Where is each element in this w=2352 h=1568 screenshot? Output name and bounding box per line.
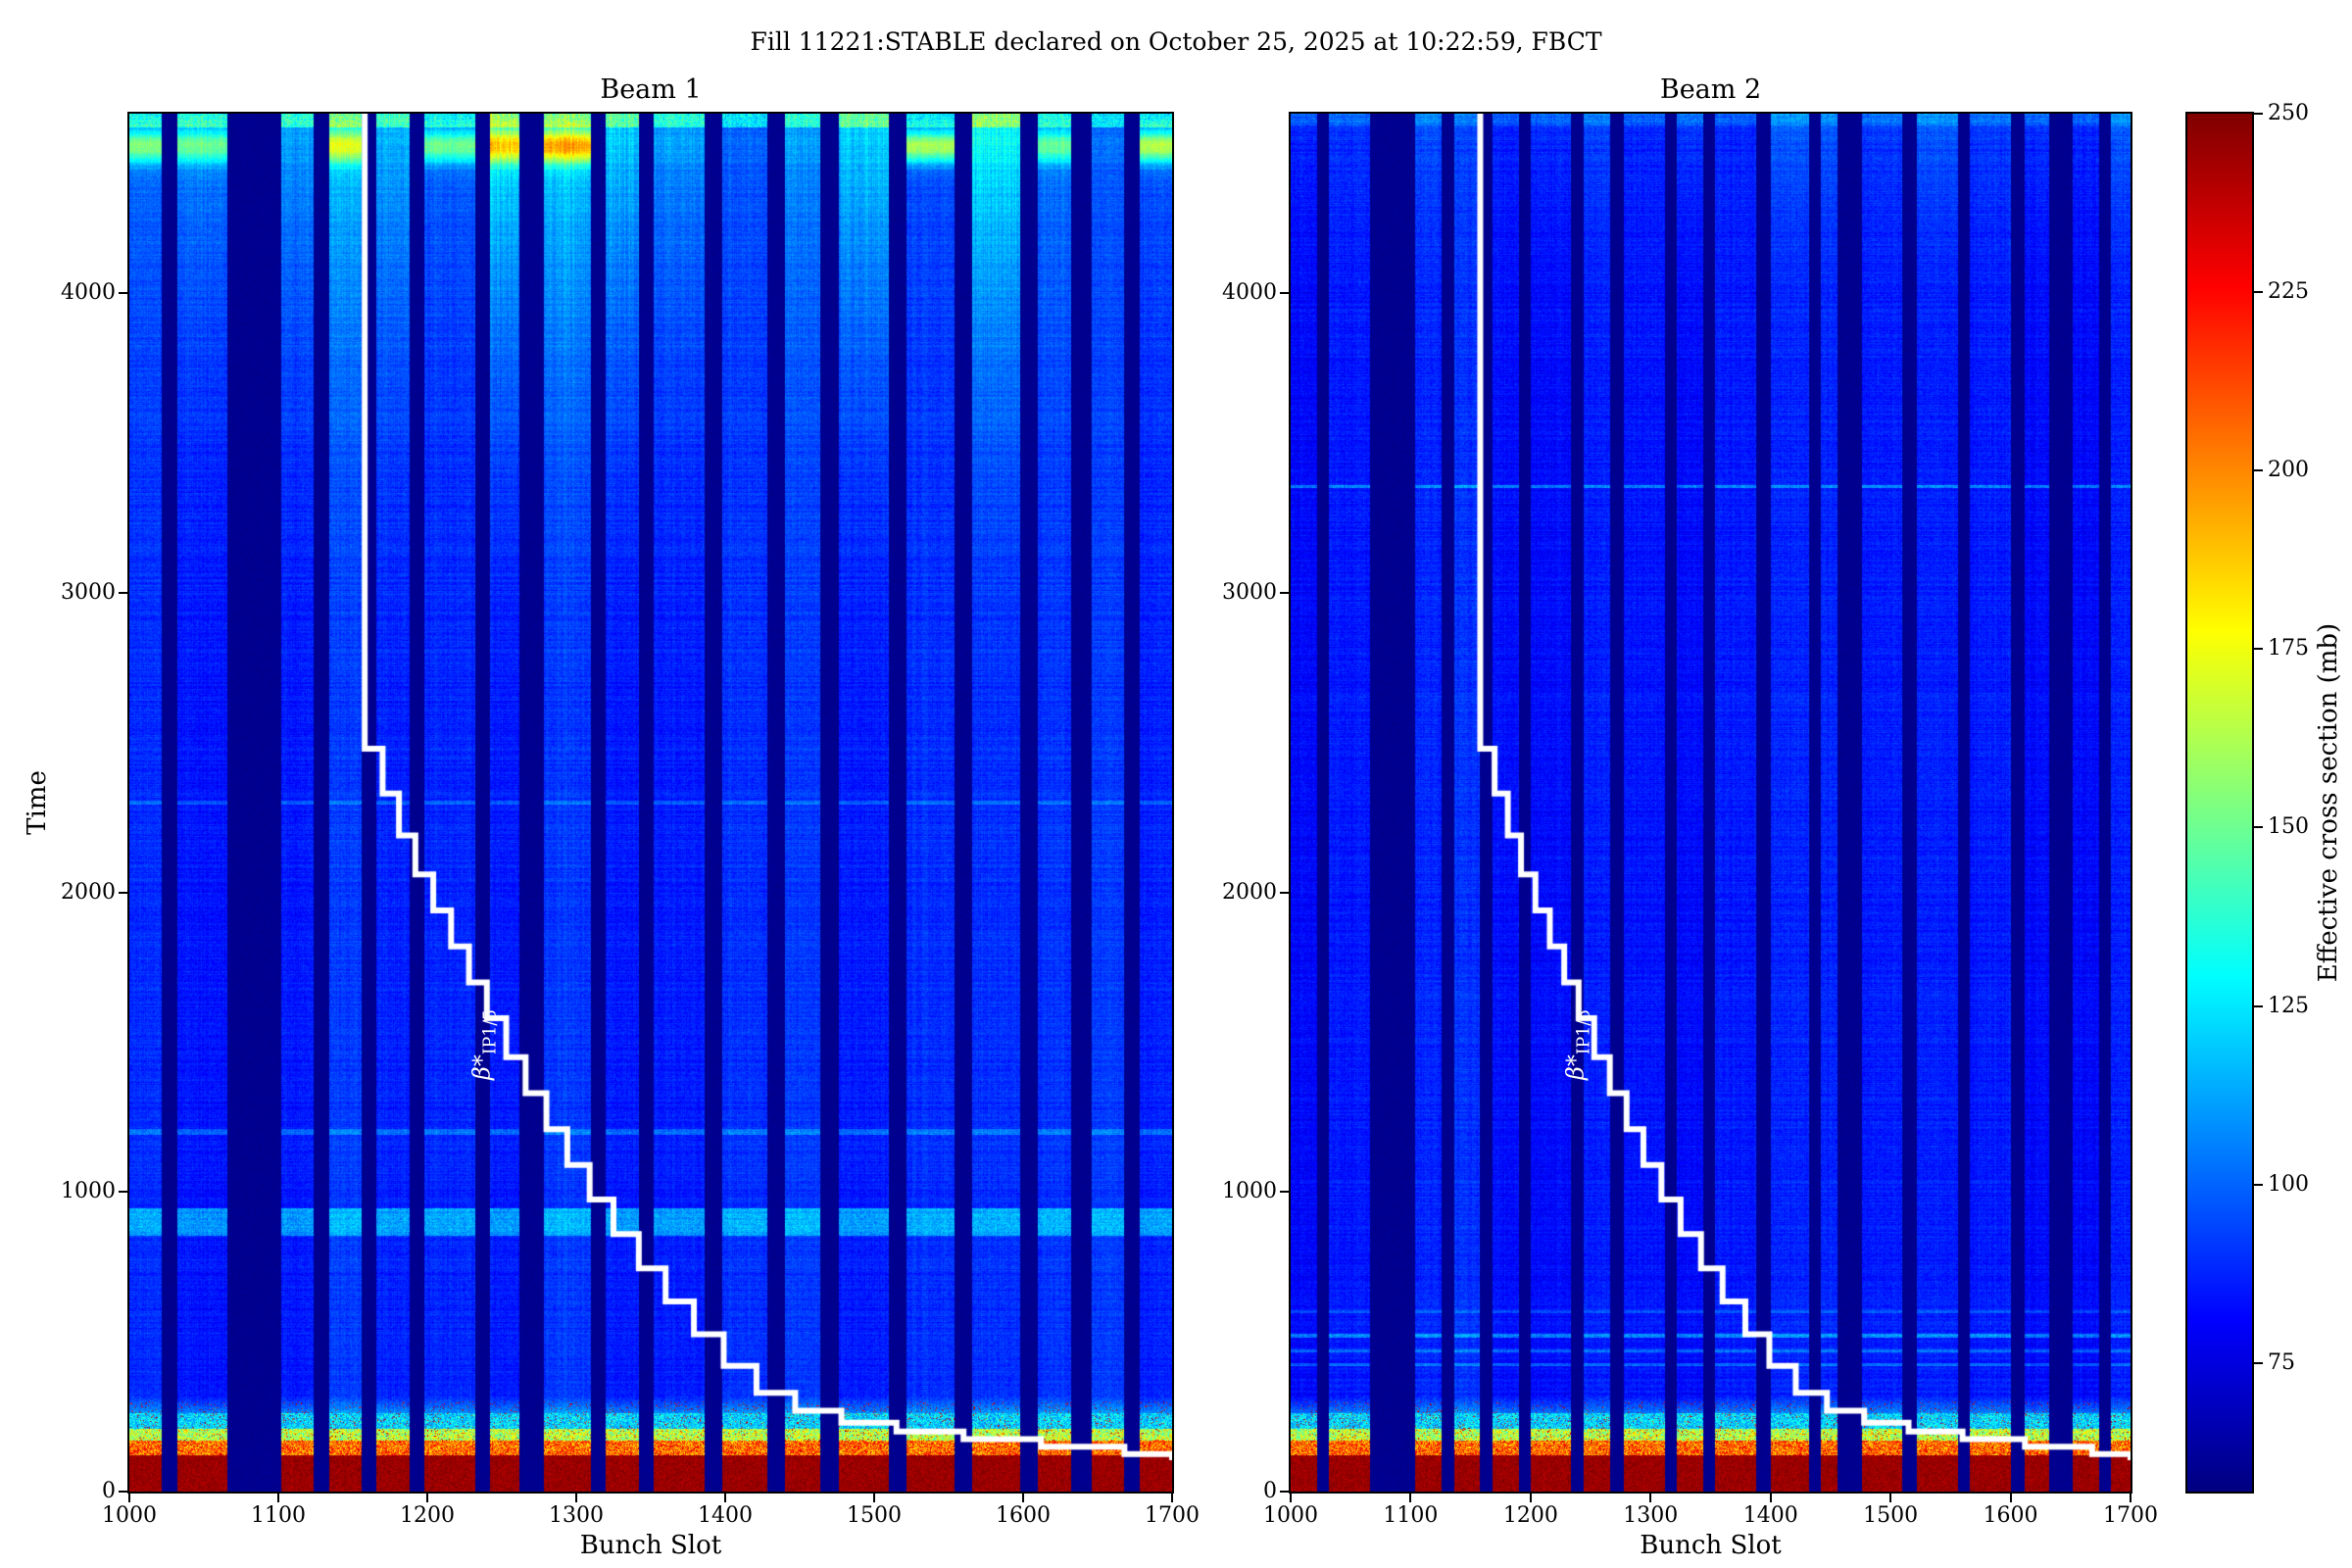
- beam2-x-tick-mark: [1769, 1494, 1772, 1502]
- figure-title: Fill 11221:STABLE declared on October 25…: [750, 27, 1602, 56]
- beam2-x-tick-mark: [1649, 1494, 1652, 1502]
- colorbar-tick-label: 250: [2268, 101, 2309, 125]
- beam1-x-tick-mark: [575, 1494, 577, 1502]
- beam2-y-tick-mark: [1280, 891, 1289, 894]
- beam1-x-tick-label: 1200: [400, 1503, 455, 1528]
- beam1-x-tick-mark: [1022, 1494, 1024, 1502]
- beam2-x-tick-label: 1200: [1502, 1503, 1558, 1528]
- beam1-heatmap-canvas: [129, 114, 1172, 1492]
- beam2-y-tick-label: 0: [1263, 1479, 1277, 1503]
- beam1-y-tick-label: 2000: [61, 879, 116, 905]
- colorbar-tick-label: 100: [2268, 1171, 2309, 1197]
- beam1-x-tick-label: 1400: [698, 1503, 753, 1528]
- beam2-x-tick-mark: [1529, 1494, 1532, 1502]
- beam2-heatmap-canvas: [1291, 114, 2131, 1492]
- beam1-x-tick-mark: [1171, 1494, 1173, 1502]
- colorbar-tick-mark: [2254, 648, 2263, 651]
- beam1-x-tick-label: 1600: [996, 1503, 1051, 1528]
- beam1-y-tick-mark: [119, 1491, 127, 1493]
- beam1-x-tick-label: 1000: [102, 1503, 157, 1528]
- beam1-x-tick-mark: [128, 1494, 130, 1502]
- beam2-x-tick-mark: [1409, 1494, 1412, 1502]
- beam2-x-tick-label: 1600: [1983, 1503, 2038, 1528]
- beta-star-symbol: β*: [467, 1054, 496, 1081]
- beam2-plot-area: β*IP1/5: [1289, 112, 2132, 1494]
- beam1-x-tick-label: 1700: [1145, 1503, 1200, 1528]
- beam1-y-tick-label: 0: [102, 1479, 116, 1503]
- beam2-x-tick-mark: [1889, 1494, 1892, 1502]
- beam2-x-tick-label: 1700: [2103, 1503, 2158, 1528]
- colorbar-tick-mark: [2254, 1183, 2263, 1186]
- beta-star-label-beam2: β*IP1/5: [1562, 1009, 1594, 1080]
- beam2-x-tick-label: 1400: [1742, 1503, 1798, 1528]
- beta-star-symbol: β*: [1561, 1054, 1590, 1081]
- beam1-y-tick-mark: [119, 292, 127, 295]
- beam1-x-tick-mark: [277, 1494, 279, 1502]
- beam2-y-tick-label: 4000: [1222, 280, 1277, 306]
- beam1-y-tick-mark: [119, 592, 127, 595]
- beam1-y-tick-mark: [119, 891, 127, 894]
- beam1-xaxis-label: Bunch Slot: [579, 1531, 722, 1560]
- beam2-x-tick-mark: [1290, 1494, 1292, 1502]
- beam1-y-tick-mark: [119, 1191, 127, 1194]
- colorbar-label: Effective cross section (mb): [2314, 622, 2343, 983]
- beam2-x-tick-label: 1300: [1623, 1503, 1679, 1528]
- beam1-y-tick-label: 1000: [61, 1179, 116, 1204]
- beam2-y-tick-mark: [1280, 1491, 1289, 1493]
- beam2-xaxis-label: Bunch Slot: [1640, 1531, 1782, 1560]
- colorbar-tick-label: 75: [2268, 1349, 2295, 1375]
- colorbar-tick-label: 225: [2268, 279, 2309, 305]
- beam1-x-tick-mark: [873, 1494, 875, 1502]
- colorbar-tick-mark: [2254, 291, 2263, 294]
- colorbar-tick-label: 200: [2268, 458, 2309, 483]
- colorbar-tick-label: 175: [2268, 636, 2309, 662]
- colorbar-gradient-canvas: [2187, 114, 2252, 1492]
- beam2-x-tick-label: 1500: [1863, 1503, 1919, 1528]
- colorbar-tick-mark: [2254, 469, 2263, 472]
- beam1-x-tick-label: 1100: [251, 1503, 306, 1528]
- colorbar-tick-mark: [2254, 826, 2263, 829]
- beta-star-subscript: IP1/5: [1574, 1008, 1594, 1055]
- beam2-y-tick-mark: [1280, 292, 1289, 295]
- beam2-x-tick-mark: [2009, 1494, 2012, 1502]
- beam2-y-tick-label: 3000: [1222, 580, 1277, 606]
- beam2-x-tick-mark: [2130, 1494, 2132, 1502]
- beam1-plot-area: β*IP1/5: [127, 112, 1174, 1494]
- beam1-y-tick-label: 3000: [61, 580, 116, 606]
- beam2-y-tick-mark: [1280, 1191, 1289, 1194]
- beam2-y-tick-mark: [1280, 592, 1289, 595]
- beam2-y-tick-label: 2000: [1222, 879, 1277, 905]
- beam2-y-tick-label: 1000: [1222, 1179, 1277, 1204]
- time-axis-label: Time: [23, 770, 52, 835]
- beam1-y-tick-label: 4000: [61, 280, 116, 306]
- beam1-x-tick-label: 1300: [549, 1503, 604, 1528]
- beam1-x-tick-mark: [724, 1494, 726, 1502]
- beta-star-label-beam1: β*IP1/5: [468, 1009, 501, 1080]
- colorbar-tick-mark: [2254, 1361, 2263, 1364]
- beam1-title: Beam 1: [600, 74, 702, 105]
- beam1-x-tick-mark: [426, 1494, 428, 1502]
- colorbar-tick-label: 150: [2268, 814, 2309, 840]
- colorbar-tick-label: 125: [2268, 993, 2309, 1018]
- colorbar-tick-mark: [2254, 1004, 2263, 1007]
- beam2-x-tick-label: 1100: [1383, 1503, 1439, 1528]
- beam1-x-tick-label: 1500: [847, 1503, 902, 1528]
- beta-star-subscript: IP1/5: [480, 1008, 501, 1055]
- beam2-title: Beam 2: [1659, 74, 1762, 105]
- colorbar: [2185, 112, 2254, 1494]
- beam2-x-tick-label: 1000: [1263, 1503, 1318, 1528]
- colorbar-tick-mark: [2254, 113, 2263, 115]
